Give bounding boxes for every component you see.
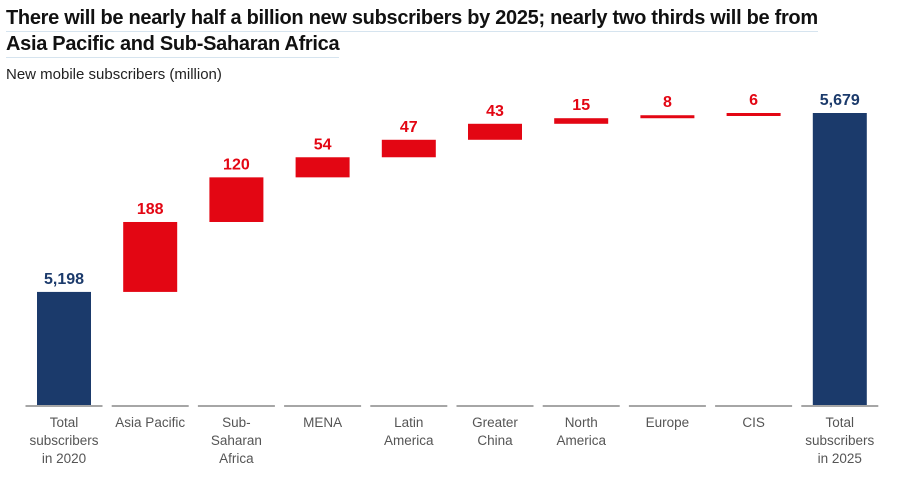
x-tick-label: CIS bbox=[742, 415, 765, 430]
chart-title-line: Asia Pacific and Sub-Saharan Africa bbox=[6, 32, 340, 58]
x-tick-label: Total bbox=[50, 415, 79, 430]
x-tick-label: subscribers bbox=[805, 433, 874, 448]
x-tick-label: in 2025 bbox=[818, 451, 862, 466]
bar-increase bbox=[726, 113, 781, 116]
x-tick-label: North bbox=[565, 415, 598, 430]
x-tick-label: Africa bbox=[219, 451, 254, 466]
bar-increase bbox=[381, 139, 436, 158]
bar-increase bbox=[209, 177, 264, 222]
data-label: 54 bbox=[314, 136, 332, 153]
x-tick-label: America bbox=[384, 433, 434, 448]
bar-total bbox=[812, 113, 867, 405]
bar-increase bbox=[295, 157, 350, 178]
bar-increase bbox=[123, 221, 178, 292]
data-label: 47 bbox=[400, 119, 418, 136]
chart-title: There will be nearly half a billion new … bbox=[6, 6, 818, 58]
x-tick-label: Sub- bbox=[222, 415, 251, 430]
data-label: 6 bbox=[749, 92, 758, 109]
x-tick-label: Saharan bbox=[211, 433, 262, 448]
x-tick-label: America bbox=[556, 433, 606, 448]
bar-increase bbox=[468, 123, 522, 140]
x-tick-label: in 2020 bbox=[42, 451, 86, 466]
x-tick-label: Greater bbox=[472, 415, 518, 430]
x-tick-label: subscribers bbox=[29, 433, 98, 448]
chart-title-line: There will be nearly half a billion new … bbox=[6, 6, 818, 32]
data-label: 43 bbox=[486, 103, 504, 120]
data-label: 15 bbox=[572, 97, 590, 114]
data-label: 8 bbox=[663, 94, 672, 111]
x-tick-label: Europe bbox=[646, 415, 690, 430]
data-label: 5,198 bbox=[44, 271, 84, 288]
data-label: 120 bbox=[223, 156, 250, 173]
x-tick-label: Total bbox=[826, 415, 855, 430]
bar-increase bbox=[640, 115, 695, 119]
x-tick-label: China bbox=[477, 433, 513, 448]
bar-increase bbox=[554, 118, 609, 124]
data-label: 5,679 bbox=[820, 92, 860, 109]
x-tick-label: Latin bbox=[394, 415, 423, 430]
data-label: 188 bbox=[137, 201, 164, 218]
bar-total bbox=[37, 291, 91, 405]
x-tick-label: MENA bbox=[303, 415, 342, 430]
x-tick-label: Asia Pacific bbox=[115, 415, 185, 430]
y-axis-label: New mobile subscribers (million) bbox=[6, 66, 222, 83]
